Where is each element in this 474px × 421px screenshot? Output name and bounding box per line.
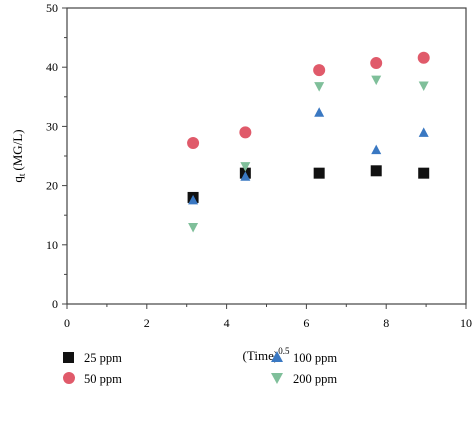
legend-marker-square xyxy=(63,352,74,363)
legend-item-200ppm: 200 ppm xyxy=(271,372,337,386)
axes xyxy=(66,7,467,305)
y-tick-label: 30 xyxy=(46,119,58,133)
legend-item-25ppm: 25 ppm xyxy=(63,351,122,365)
series-50ppm xyxy=(187,51,430,149)
legend: 25 ppm 50 ppm 100 ppm 200 ppm xyxy=(63,351,337,386)
series-100ppm xyxy=(188,107,429,205)
x-tick-label: 2 xyxy=(144,316,150,330)
data-point-circle xyxy=(313,64,326,77)
x-axis-label: (Time)0.5 xyxy=(243,346,290,363)
y-tick-label: 50 xyxy=(46,1,58,15)
data-point-square xyxy=(313,167,325,179)
x-tick-label: 10 xyxy=(460,316,472,330)
data-point-circle xyxy=(187,136,200,149)
data-point-circle xyxy=(239,126,252,139)
legend-label-200ppm: 200 ppm xyxy=(293,372,337,386)
data-point-triangle-up xyxy=(240,171,251,181)
legend-label-25ppm: 25 ppm xyxy=(84,351,122,365)
y-axis-label: qt (MG/L) xyxy=(10,129,27,182)
ticks: 0 2 4 6 8 10 0 10 20 30 40 50 xyxy=(46,1,472,330)
legend-marker-circle xyxy=(63,372,75,384)
legend-item-50ppm: 50 ppm xyxy=(63,372,122,386)
data-point-triangle-up xyxy=(371,144,382,155)
data-point-triangle-down xyxy=(371,75,382,86)
series-200ppm xyxy=(188,75,429,233)
legend-label-50ppm: 50 ppm xyxy=(84,372,122,386)
legend-label-100ppm: 100 ppm xyxy=(293,351,337,365)
data-point-circle xyxy=(417,51,430,64)
y-axis-label-unit: (MG/L) xyxy=(10,129,25,170)
data-point-triangle-down xyxy=(418,81,429,92)
plot-frame xyxy=(66,7,467,305)
x-tick-label: 8 xyxy=(383,316,389,330)
y-tick-label: 10 xyxy=(46,238,58,252)
data-point-triangle-down xyxy=(188,223,199,233)
x-tick-label: 0 xyxy=(64,316,70,330)
legend-marker-triangle-down xyxy=(271,373,283,384)
y-axis-label-subscript: t xyxy=(17,173,27,176)
x-axis-label-superscript: 0.5 xyxy=(278,346,290,356)
y-axis-label-main: q xyxy=(10,176,25,183)
y-tick-label: 40 xyxy=(46,60,58,74)
data-point-triangle-up xyxy=(188,194,199,205)
data-point-triangle-down xyxy=(240,162,251,172)
data-point-triangle-down xyxy=(314,82,325,92)
legend-item-100ppm: 100 ppm xyxy=(271,351,337,365)
x-axis-label-main: (Time) xyxy=(243,348,279,363)
data-point-square xyxy=(370,165,382,177)
data-point-triangle-up xyxy=(314,107,325,117)
x-tick-label: 4 xyxy=(224,316,230,330)
legend-marker-triangle-up xyxy=(271,351,283,362)
series-25ppm xyxy=(187,165,430,203)
data-point-triangle-up xyxy=(418,127,429,137)
x-tick-label: 6 xyxy=(303,316,309,330)
data-point-square xyxy=(418,167,430,179)
data-point-circle xyxy=(370,57,383,70)
data-points xyxy=(187,51,430,233)
y-tick-label: 20 xyxy=(46,179,58,193)
y-tick-label: 0 xyxy=(52,297,58,311)
